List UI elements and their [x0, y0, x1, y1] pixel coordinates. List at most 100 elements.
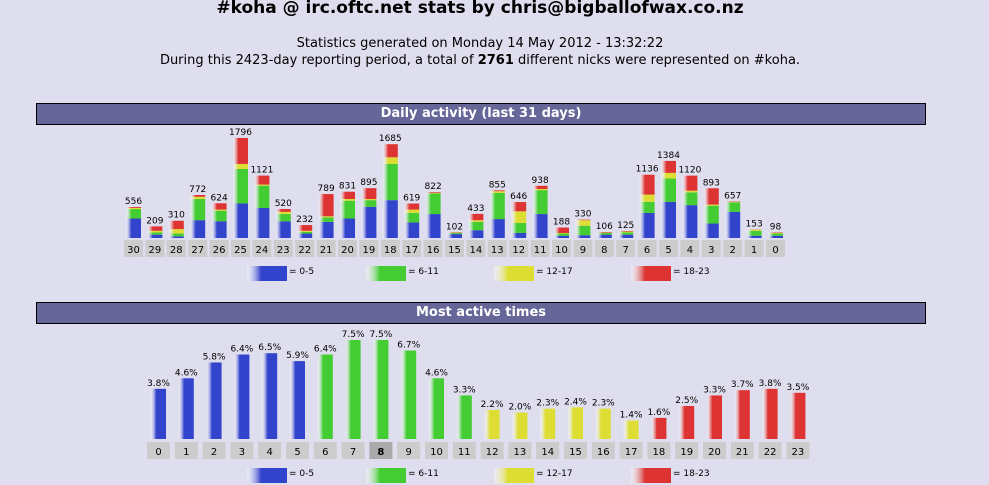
hour-bar [679, 406, 695, 439]
daily-bar-segment-6-11 [382, 163, 398, 201]
hour-value-label: 6.4% [230, 345, 253, 355]
daily-bar-segment-6-11 [468, 221, 484, 231]
daily-bar-segment-0-5 [682, 205, 698, 238]
daily-tick-label: 27 [191, 245, 204, 256]
hour-value-label: 4.6% [175, 368, 198, 378]
daily-bar-segment-18-23 [554, 227, 569, 233]
hour-value-label: 7.5% [342, 330, 365, 340]
hour-tick-label: 12 [486, 447, 499, 458]
daily-bar-segment-18-23 [468, 213, 484, 221]
legend-swatch [366, 266, 406, 281]
period-line: During this 2423-day reporting period, a… [0, 53, 960, 68]
daily-tick-label: 5 [665, 245, 671, 256]
hour-tick-label: 21 [736, 447, 749, 458]
daily-bar-segment-18-23 [618, 231, 634, 232]
daily-total-label: 102 [446, 222, 463, 232]
legend-swatch [631, 468, 671, 483]
daily-bar-segment-6-11 [768, 233, 783, 236]
daily-tick-box [124, 240, 143, 257]
hour-tick-label: 7 [350, 447, 356, 458]
daily-bar-segment-0-5 [168, 236, 184, 238]
daily-tick-box [487, 240, 507, 257]
daily-bar-segment-0-5 [233, 203, 248, 238]
daily-tick-label: 21 [320, 245, 333, 256]
daily-bar-segment-6-11 [275, 214, 291, 222]
hour-value-label: 6.5% [258, 343, 281, 353]
legend-label: = 18-23 [673, 267, 710, 277]
hour-value-label: 3.8% [147, 379, 170, 389]
daily-tick-box [380, 240, 400, 257]
daily-total-label: 1685 [379, 134, 402, 144]
hour-value-label: 2.0% [508, 403, 531, 413]
hour-value-label: 4.6% [425, 368, 448, 378]
daily-tick-label: 20 [341, 245, 354, 256]
hour-tick-label: 3 [239, 447, 245, 458]
hour-bar [345, 340, 361, 439]
hour-tick-label: 14 [541, 447, 554, 458]
hour-bar [734, 390, 750, 439]
daily-bar-segment-0-5 [447, 234, 462, 238]
daily-tick-label: 30 [127, 245, 140, 256]
daily-total-label: 209 [146, 216, 163, 226]
legend-label: = 12-17 [536, 469, 573, 479]
daily-total-label: 330 [574, 210, 591, 220]
daily-total-label: 893 [703, 178, 720, 188]
daily-bar-segment-12-17 [190, 196, 206, 200]
daily-bar-segment-6-11 [233, 168, 248, 204]
daily-total-label: 433 [467, 204, 484, 214]
hour-tick-box [619, 442, 643, 459]
hour-value-label: 6.4% [314, 345, 337, 355]
hour-tick-box [564, 442, 587, 459]
daily-bar-segment-6-11 [297, 231, 313, 234]
daily-bar-segment-6-11 [447, 232, 462, 235]
daily-bar-segment-0-5 [361, 206, 377, 238]
daily-bar-segment-6-11 [596, 232, 612, 235]
daily-bar-segment-6-11 [554, 233, 569, 236]
hour-tick-box [258, 442, 282, 459]
daily-bar-segment-0-5 [318, 221, 334, 238]
daily-tick-box [701, 240, 721, 257]
hour-tick-box [758, 442, 782, 459]
daily-tick-label: 15 [448, 245, 461, 256]
daily-tick-label: 1 [751, 245, 757, 256]
hour-value-label: 5.8% [203, 352, 226, 362]
daily-bar-segment-18-23 [532, 185, 548, 190]
daily-total-label: 895 [360, 178, 377, 188]
hour-value-label: 3.7% [731, 380, 754, 390]
daily-tick-label: 26 [213, 245, 226, 256]
daily-bar-segment-0-5 [725, 211, 741, 238]
hour-tick-label: 1 [183, 447, 189, 458]
hour-tick-box [675, 442, 699, 459]
daily-total-label: 772 [189, 185, 206, 195]
daily-bar-segment-12-17 [532, 189, 548, 191]
daily-total-label: 520 [275, 199, 292, 209]
daily-tick-box [445, 240, 464, 257]
hour-tick-label: 17 [625, 447, 638, 458]
nick-count: 2761 [477, 53, 514, 68]
daily-tick-box [338, 240, 357, 257]
hour-tick-box [174, 442, 198, 459]
daily-bar-segment-18-23 [489, 190, 505, 192]
hour-tick-box [480, 442, 504, 459]
daily-bar-segment-0-5 [404, 222, 420, 238]
hour-bar [206, 362, 222, 439]
hour-bar [401, 350, 417, 439]
daily-tick-label: 9 [580, 245, 586, 256]
daily-bar-segment-0-5 [340, 218, 355, 238]
hour-tick-box [647, 442, 671, 459]
daily-bar-segment-6-11 [489, 192, 505, 220]
daily-total-label: 831 [339, 182, 356, 192]
daily-bar-segment-12-17 [554, 232, 569, 234]
daily-bar-segment-6-11 [532, 190, 548, 215]
daily-bar-segment-12-17 [361, 199, 377, 201]
hour-tick-label: 6 [322, 447, 328, 458]
daily-tick-box [530, 240, 550, 257]
hour-tick-box [591, 442, 615, 459]
daily-bar-segment-0-5 [511, 232, 527, 238]
daily-bar-segment-12-17 [168, 229, 184, 234]
daily-bar-segment-12-17 [147, 230, 163, 233]
daily-bar-segment-12-17 [254, 184, 270, 186]
daily-bar-segment-12-17 [682, 190, 698, 193]
hour-tick-box [286, 442, 309, 459]
hour-tick-label: 4 [267, 447, 273, 458]
